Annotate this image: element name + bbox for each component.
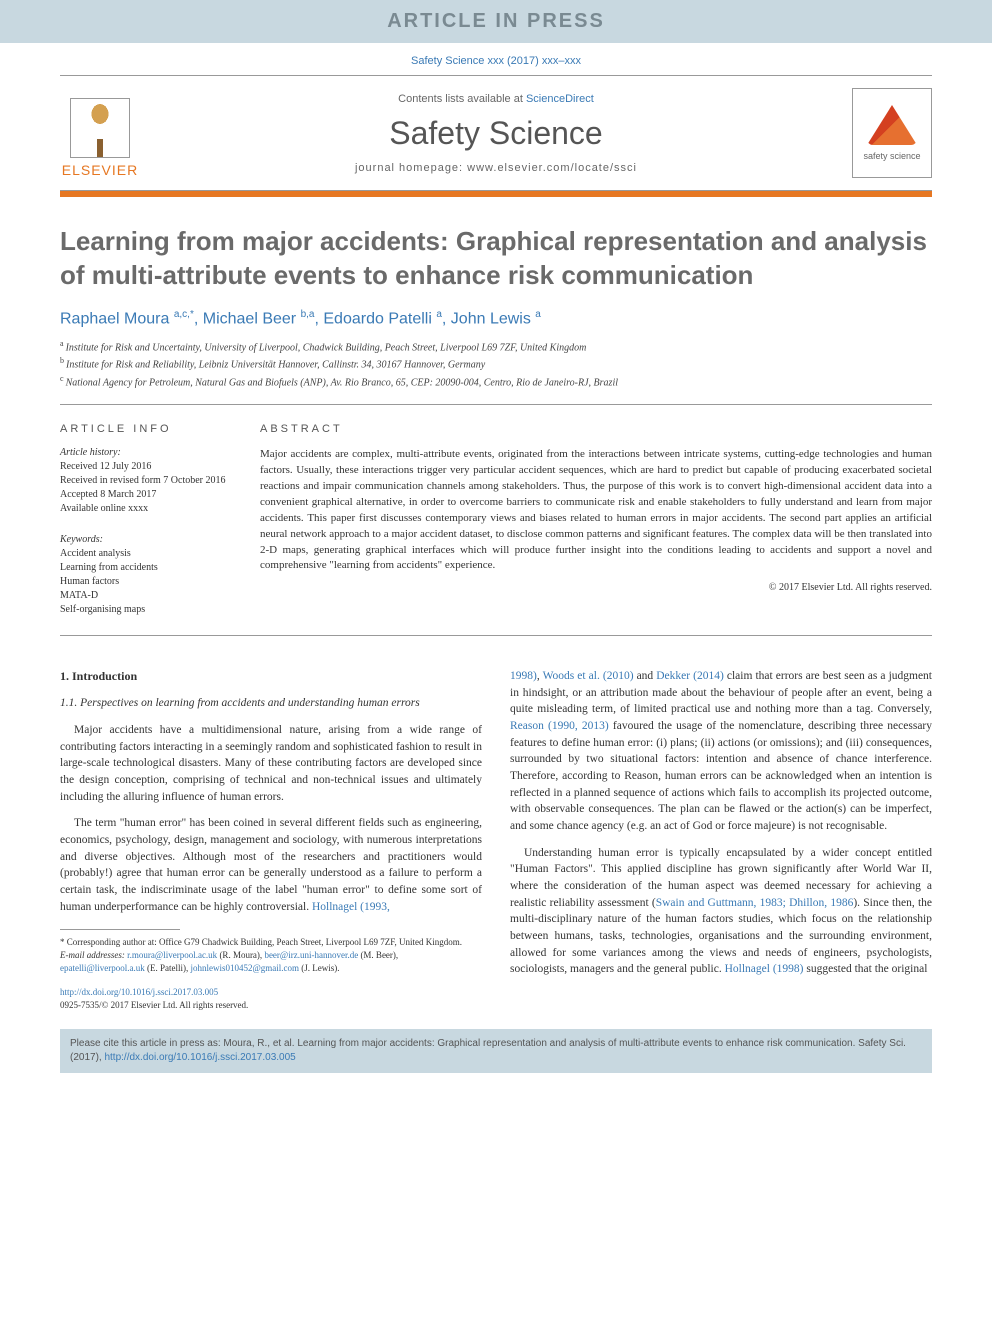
author-name: Michael Beer	[203, 310, 301, 327]
column-left: 1. Introduction 1.1. Perspectives on lea…	[60, 668, 482, 1011]
paragraph: Major accidents have a multidimensional …	[60, 722, 482, 805]
article-title: Learning from major accidents: Graphical…	[60, 225, 932, 293]
citation-link[interactable]: Dekker (2014)	[656, 670, 724, 682]
elsevier-name: ELSEVIER	[62, 162, 138, 178]
email-person: (R. Moura),	[217, 950, 264, 960]
cover-triangle-icon	[867, 105, 917, 145]
paragraph: Understanding human error is typically e…	[510, 845, 932, 978]
text: favoured the usage of the nomenclature, …	[510, 720, 932, 832]
info-heading: article info	[60, 423, 236, 435]
author-affiliation-sup: a	[535, 309, 541, 320]
history-label: Article history:	[60, 447, 236, 458]
abstract-copyright: © 2017 Elsevier Ltd. All rights reserved…	[260, 582, 932, 593]
citation-box: Please cite this article in press as: Mo…	[60, 1029, 932, 1073]
email-person: (E. Patelli),	[145, 963, 191, 973]
citation-link[interactable]: Hollnagel (1993,	[312, 901, 390, 913]
section-1-heading: 1. Introduction	[60, 668, 482, 685]
author-affiliation-sup: a,c,*	[174, 309, 194, 320]
journal-header: ELSEVIER Contents lists available at Sci…	[60, 75, 932, 191]
keyword-item: Human factors	[60, 575, 236, 589]
abstract: abstract Major accidents are complex, mu…	[260, 423, 932, 617]
author-affiliation-sup: a	[436, 309, 442, 320]
history-item: Received 12 July 2016	[60, 460, 236, 474]
citation-link[interactable]: Reason (1990, 2013)	[510, 720, 609, 732]
article-info: article info Article history: Received 1…	[60, 423, 260, 617]
footnote-separator	[60, 929, 180, 930]
email-link[interactable]: epatelli@liverpool.a.uk	[60, 963, 145, 973]
keyword-item: Accident analysis	[60, 547, 236, 561]
text: and	[634, 670, 657, 682]
keyword-item: Self-organising maps	[60, 603, 236, 617]
email-person: (M. Beer),	[358, 950, 398, 960]
email-link[interactable]: beer@irz.uni-hannover.de	[264, 950, 358, 960]
email-label: E-mail addresses:	[60, 950, 127, 960]
paragraph: 1998), Woods et al. (2010) and Dekker (2…	[510, 668, 932, 835]
contents-line: Contents lists available at ScienceDirec…	[140, 93, 852, 105]
affiliation-line: c National Agency for Petroleum, Natural…	[60, 373, 932, 390]
contents-prefix: Contents lists available at	[398, 93, 526, 105]
keyword-item: MATA-D	[60, 589, 236, 603]
elsevier-logo: ELSEVIER	[60, 88, 140, 178]
text: The term "human error" has been coined i…	[60, 817, 482, 912]
citation-link[interactable]: Woods et al. (2010)	[543, 670, 634, 682]
elsevier-tree-icon	[70, 98, 130, 158]
affiliation-line: a Institute for Risk and Uncertainty, Un…	[60, 338, 932, 355]
author-name: Raphael Moura	[60, 310, 174, 327]
history-item: Received in revised form 7 October 2016	[60, 474, 236, 488]
authors-line: Raphael Moura a,c,*, Michael Beer b,a, E…	[60, 309, 932, 328]
email-footnote: E-mail addresses: r.moura@liverpool.ac.u…	[60, 949, 482, 974]
keyword-item: Learning from accidents	[60, 561, 236, 575]
subsection-1-1-heading: 1.1. Perspectives on learning from accid…	[60, 695, 482, 712]
affiliations: a Institute for Risk and Uncertainty, Un…	[60, 338, 932, 405]
keywords-label: Keywords:	[60, 534, 236, 545]
citation-doi-link[interactable]: http://dx.doi.org/10.1016/j.ssci.2017.03…	[104, 1052, 295, 1063]
journal-name: Safety Science	[140, 115, 852, 152]
journal-homepage: journal homepage: www.elsevier.com/locat…	[140, 162, 852, 174]
citation-link[interactable]: 1998)	[510, 670, 537, 682]
column-right: 1998), Woods et al. (2010) and Dekker (2…	[510, 668, 932, 1011]
citation-link[interactable]: Swain and Guttmann, 1983; Dhillon, 1986	[656, 897, 854, 909]
doi-link[interactable]: http://dx.doi.org/10.1016/j.ssci.2017.03…	[60, 987, 218, 997]
abstract-heading: abstract	[260, 423, 932, 435]
email-person: (J. Lewis).	[299, 963, 340, 973]
email-link[interactable]: johnlewis010452@gmail.com	[191, 963, 300, 973]
journal-reference: Safety Science xxx (2017) xxx–xxx	[0, 43, 992, 75]
header-center: Contents lists available at ScienceDirec…	[140, 93, 852, 174]
info-abstract-row: article info Article history: Received 1…	[60, 405, 932, 636]
in-press-banner: ARTICLE IN PRESS	[0, 0, 992, 43]
text: suggested that the original	[804, 963, 928, 975]
issn-line: 0925-7535/© 2017 Elsevier Ltd. All right…	[60, 1000, 248, 1010]
abstract-text: Major accidents are complex, multi-attri…	[260, 447, 932, 575]
corresponding-author-footnote: * Corresponding author at: Office G79 Ch…	[60, 936, 482, 949]
doi-block: http://dx.doi.org/10.1016/j.ssci.2017.03…	[60, 986, 482, 1011]
article-main: Learning from major accidents: Graphical…	[60, 197, 932, 1011]
body-columns: 1. Introduction 1.1. Perspectives on lea…	[60, 668, 932, 1011]
author-affiliation-sup: b,a	[301, 309, 315, 320]
author-name: John Lewis	[451, 310, 536, 327]
paragraph: The term "human error" has been coined i…	[60, 815, 482, 915]
cover-label: safety science	[863, 151, 920, 161]
history-item: Available online xxxx	[60, 502, 236, 516]
email-link[interactable]: r.moura@liverpool.ac.uk	[127, 950, 217, 960]
author-name: Edoardo Patelli	[323, 310, 436, 327]
citation-link[interactable]: Hollnagel (1998)	[725, 963, 804, 975]
affiliation-line: b Institute for Risk and Reliability, Le…	[60, 355, 932, 372]
history-item: Accepted 8 March 2017	[60, 488, 236, 502]
journal-cover: safety science	[852, 88, 932, 178]
sciencedirect-link[interactable]: ScienceDirect	[526, 93, 594, 105]
